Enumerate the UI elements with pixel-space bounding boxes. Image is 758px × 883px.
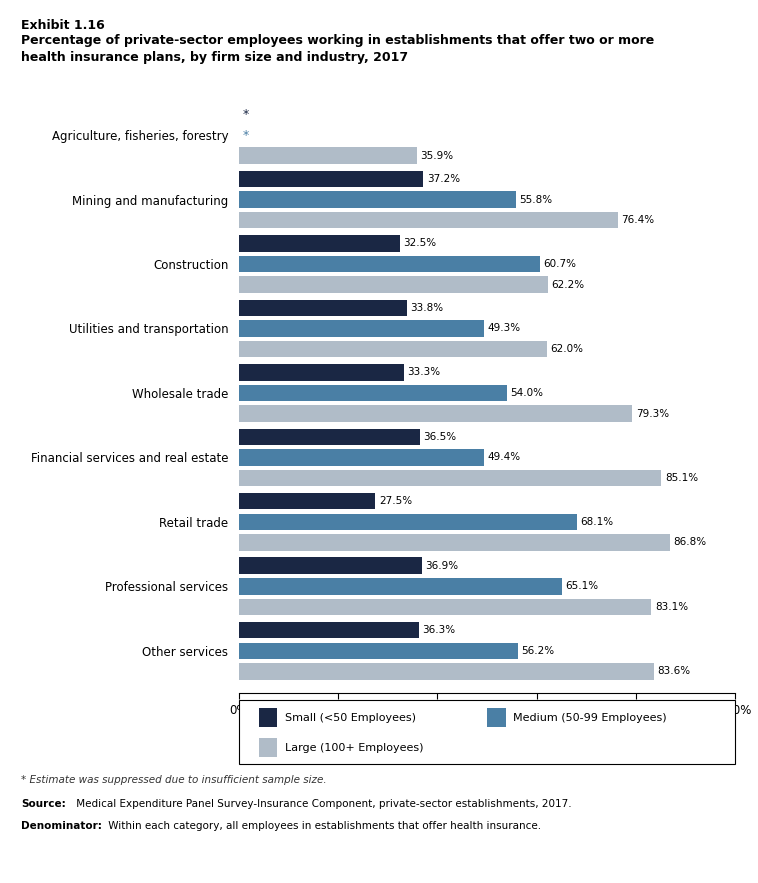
Text: * Estimate was suppressed due to insufficient sample size.: * Estimate was suppressed due to insuffi…: [21, 775, 327, 785]
Text: Source:: Source:: [21, 799, 66, 809]
Bar: [258, 708, 277, 727]
Bar: [239, 192, 515, 208]
Bar: [239, 385, 507, 401]
Text: 36.9%: 36.9%: [425, 561, 459, 570]
Text: 86.8%: 86.8%: [673, 538, 706, 547]
Bar: [258, 738, 277, 758]
Text: 33.8%: 33.8%: [410, 303, 443, 313]
Bar: [239, 405, 632, 422]
Text: 79.3%: 79.3%: [636, 409, 669, 419]
Text: 36.5%: 36.5%: [424, 432, 456, 442]
Bar: [239, 428, 420, 445]
Text: Large (100+ Employees): Large (100+ Employees): [285, 743, 424, 753]
Bar: [239, 470, 661, 487]
Bar: [239, 147, 417, 164]
Text: *: *: [243, 129, 249, 141]
Text: 36.3%: 36.3%: [422, 625, 456, 635]
Text: Exhibit 1.16: Exhibit 1.16: [21, 19, 105, 33]
Text: Percentage of private-sector employees working in establishments that offer two : Percentage of private-sector employees w…: [21, 34, 654, 64]
Text: 54.0%: 54.0%: [510, 388, 543, 398]
Bar: [239, 341, 547, 358]
Bar: [239, 622, 419, 638]
FancyBboxPatch shape: [239, 700, 735, 764]
Text: 37.2%: 37.2%: [427, 174, 460, 184]
Text: *: *: [243, 108, 249, 121]
Text: 55.8%: 55.8%: [519, 194, 553, 205]
Bar: [239, 599, 651, 615]
Text: 68.1%: 68.1%: [581, 517, 613, 527]
Text: 49.4%: 49.4%: [487, 452, 521, 463]
Text: 35.9%: 35.9%: [421, 151, 453, 161]
Bar: [239, 643, 518, 659]
Text: 62.0%: 62.0%: [550, 344, 583, 354]
Text: 56.2%: 56.2%: [522, 645, 554, 656]
Bar: [487, 708, 506, 727]
Bar: [239, 212, 618, 229]
Bar: [239, 534, 670, 551]
Text: Medical Expenditure Panel Survey-Insurance Component, private-sector establishme: Medical Expenditure Panel Survey-Insuran…: [73, 799, 572, 809]
Text: 49.3%: 49.3%: [487, 323, 520, 334]
Bar: [239, 663, 654, 680]
Text: 85.1%: 85.1%: [665, 473, 698, 483]
Text: Medium (50-99 Employees): Medium (50-99 Employees): [513, 713, 667, 723]
Bar: [239, 256, 540, 272]
Text: Denominator:: Denominator:: [21, 821, 102, 831]
Text: 33.3%: 33.3%: [408, 367, 440, 377]
Text: 65.1%: 65.1%: [565, 581, 599, 592]
Text: 60.7%: 60.7%: [543, 259, 577, 269]
Text: Within each category, all employees in establishments that offer health insuranc: Within each category, all employees in e…: [105, 821, 540, 831]
Bar: [239, 493, 375, 509]
Text: 83.1%: 83.1%: [655, 602, 688, 612]
Bar: [239, 557, 422, 574]
Text: 62.2%: 62.2%: [551, 280, 584, 290]
Bar: [239, 276, 547, 293]
Text: 76.4%: 76.4%: [622, 215, 655, 225]
Bar: [239, 321, 484, 336]
Bar: [239, 235, 400, 252]
Bar: [239, 514, 577, 530]
Text: 27.5%: 27.5%: [379, 496, 412, 506]
Text: Small (<50 Employees): Small (<50 Employees): [285, 713, 416, 723]
Bar: [239, 364, 404, 381]
Bar: [239, 449, 484, 465]
Text: 32.5%: 32.5%: [403, 238, 437, 248]
Bar: [239, 578, 562, 594]
Text: 83.6%: 83.6%: [657, 667, 691, 676]
Bar: [239, 299, 406, 316]
Bar: [239, 170, 424, 187]
